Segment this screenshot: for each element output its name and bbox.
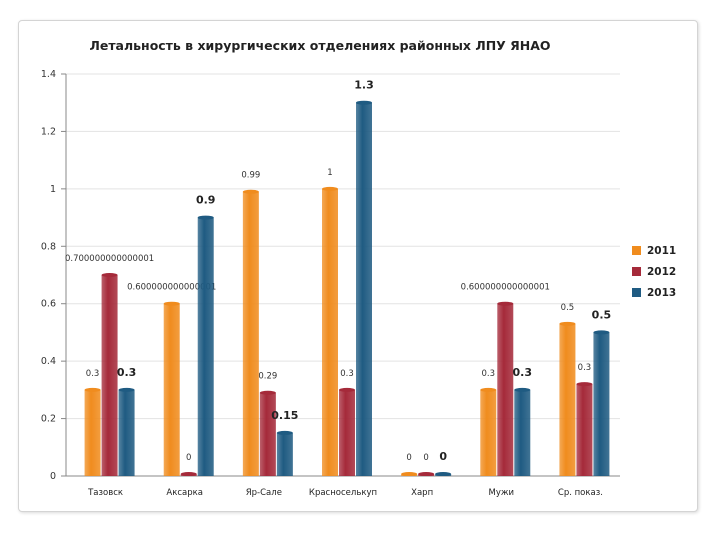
bar-2012 xyxy=(259,392,276,476)
data-label: 0.3 xyxy=(86,369,100,379)
y-tick-label: 0.8 xyxy=(41,241,56,252)
data-label: 0.600000000000001 xyxy=(127,283,216,293)
data-label: 0.5 xyxy=(592,308,612,321)
data-label: 0.3 xyxy=(340,369,354,379)
bar-2011 xyxy=(480,389,497,476)
x-category-label: Ср. показ. xyxy=(558,488,603,498)
data-label: 1.3 xyxy=(354,79,374,92)
bar-cap xyxy=(593,330,610,335)
bar-cap xyxy=(435,472,452,476)
y-tick-label: 1 xyxy=(50,184,56,195)
bar-cap xyxy=(163,301,180,306)
data-label: 0.600000000000001 xyxy=(461,283,550,293)
legend-label: 2013 xyxy=(647,286,677,299)
bar-cap xyxy=(559,321,576,326)
data-label: 1 xyxy=(327,168,332,178)
bar-2012 xyxy=(576,384,593,476)
legend-swatch xyxy=(632,246,641,255)
bar-2011 xyxy=(322,188,338,476)
legend-label: 2012 xyxy=(647,265,677,278)
x-category-label: Аксарка xyxy=(166,488,203,498)
legend-swatch xyxy=(632,267,641,276)
data-label: 0 xyxy=(406,453,411,463)
data-label: 0.3 xyxy=(513,366,533,379)
legend-swatch xyxy=(632,288,641,297)
bar-2013 xyxy=(276,432,293,476)
y-tick-label: 0.4 xyxy=(41,356,56,367)
legend-item-2013: 2013 xyxy=(632,282,676,303)
legend-item-2011: 2011 xyxy=(632,240,676,261)
bar-2011 xyxy=(242,191,259,476)
x-category-label: Харп xyxy=(411,488,433,498)
x-category-label: Мужи xyxy=(489,488,515,498)
legend: 2011 2012 2013 xyxy=(632,240,676,303)
bar-cap xyxy=(401,472,418,476)
bar-cap xyxy=(497,301,514,306)
bar-2013 xyxy=(118,389,135,476)
bar-cap xyxy=(259,390,276,395)
bar-cap xyxy=(418,472,435,476)
bar-2013 xyxy=(197,217,214,477)
bar-cap xyxy=(480,387,497,392)
bar-cap xyxy=(322,186,338,191)
chart-title: Летальность в хирургических отделениях р… xyxy=(89,38,551,53)
bar-2013 xyxy=(356,102,372,476)
y-tick-label: 0.2 xyxy=(41,414,56,425)
bar-cap xyxy=(180,472,197,476)
data-label: 0.99 xyxy=(241,171,260,181)
x-category-label: Яр-Сале xyxy=(246,488,282,498)
data-label: 0.3 xyxy=(578,363,592,373)
bar-cap xyxy=(118,387,135,392)
data-label: 0.9 xyxy=(196,194,216,207)
bar-2011 xyxy=(84,389,101,476)
bar-2012 xyxy=(101,275,118,476)
data-label: 0.700000000000001 xyxy=(65,254,154,264)
bar-cap xyxy=(276,430,293,435)
bar-cap xyxy=(101,273,118,277)
x-category-label: Тазовск xyxy=(87,488,123,498)
bar-cap xyxy=(576,382,593,387)
bar-2011 xyxy=(559,323,576,476)
bar-2013 xyxy=(593,332,610,476)
bar-cap xyxy=(197,215,214,220)
legend-item-2012: 2012 xyxy=(632,261,676,282)
data-label: 0.3 xyxy=(117,366,137,379)
bar-cap xyxy=(242,189,259,194)
data-label: 0 xyxy=(186,453,191,463)
bar-2013 xyxy=(514,389,531,476)
x-category-label: Красноселькуп xyxy=(309,488,377,498)
bar-cap xyxy=(514,387,531,392)
bar-cap xyxy=(84,387,101,392)
y-tick-label: 0 xyxy=(50,471,56,482)
y-tick-label: 0.6 xyxy=(41,299,56,310)
bar-2011 xyxy=(163,303,180,476)
data-label: 0 xyxy=(423,453,428,463)
legend-label: 2011 xyxy=(647,244,677,257)
bar-2012 xyxy=(497,303,514,476)
data-label: 0.29 xyxy=(258,372,277,382)
data-label: 0.3 xyxy=(482,369,496,379)
data-label: 0.5 xyxy=(561,303,575,313)
data-label: 0 xyxy=(439,450,447,463)
y-tick-label: 1.4 xyxy=(41,69,56,80)
y-tick-label: 1.2 xyxy=(41,126,56,137)
bar-cap xyxy=(356,100,372,105)
bar-cap xyxy=(339,387,355,392)
bar-2012 xyxy=(339,389,355,476)
data-label: 0.15 xyxy=(271,409,298,422)
